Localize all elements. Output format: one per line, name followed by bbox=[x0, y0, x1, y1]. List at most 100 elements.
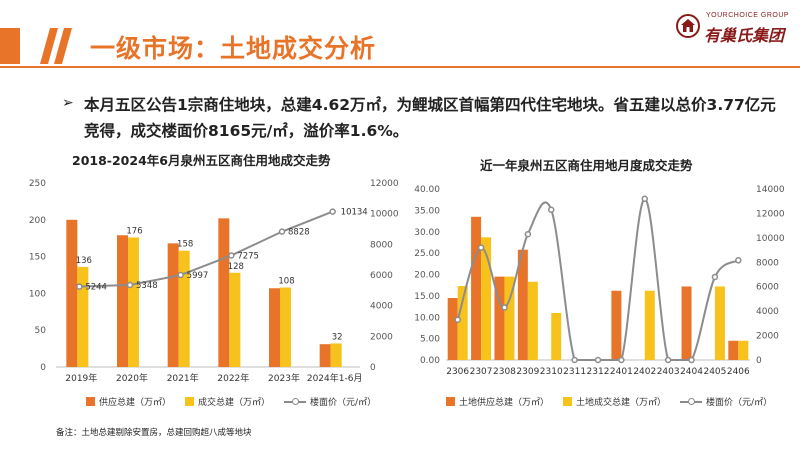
x-tick-label: 2306 bbox=[446, 367, 469, 377]
x-tick-label: 2406 bbox=[727, 367, 750, 377]
y-tick-label: 200 bbox=[29, 216, 46, 226]
bar-deal bbox=[481, 237, 492, 360]
y2-tick-label: 4000 bbox=[756, 307, 779, 317]
annual-chart-legend: 供应总建（万㎡） 成交总建（万㎡） 楼面价（元/㎡） bbox=[86, 395, 390, 408]
price-point bbox=[571, 356, 578, 364]
y-tick-label: 35.00 bbox=[414, 206, 440, 216]
y-tick-label: 50 bbox=[35, 326, 47, 336]
y2-tick-label: 4000 bbox=[370, 302, 393, 312]
bar-deal bbox=[178, 250, 190, 367]
bar-deal bbox=[77, 266, 89, 367]
bar-supply bbox=[681, 286, 692, 360]
x-tick-label: 2402 bbox=[633, 367, 656, 377]
x-tick-label: 2020年 bbox=[116, 372, 148, 384]
x-tick-label: 2310 bbox=[540, 367, 563, 377]
y2-tick-label: 0 bbox=[370, 363, 376, 373]
logo-subtitle: YOURCHOICE GROUP bbox=[706, 12, 790, 19]
y-tick-label: 250 bbox=[29, 179, 46, 189]
bar-supply bbox=[494, 276, 505, 360]
legend-swatch-supply bbox=[446, 397, 455, 406]
chart-title-monthly: 近一年泉州五区商住用地月度成交走势 bbox=[480, 158, 693, 173]
bar-supply bbox=[471, 216, 482, 360]
legend-swatch-supply bbox=[86, 397, 95, 406]
data-label-deal: 32 bbox=[332, 332, 343, 342]
bar-supply bbox=[167, 243, 179, 367]
y2-tick-label: 8000 bbox=[370, 240, 393, 250]
house-emblem-icon bbox=[676, 14, 700, 38]
y-tick-label: 40.00 bbox=[414, 185, 440, 195]
y2-tick-label: 2000 bbox=[370, 332, 393, 342]
y2-tick-label: 10000 bbox=[756, 234, 785, 244]
header-divider bbox=[0, 66, 800, 68]
logo-name: 有巢氏集团 bbox=[704, 26, 785, 45]
y-tick-label: 100 bbox=[29, 289, 46, 299]
bar-deal bbox=[551, 312, 562, 360]
price-point bbox=[228, 252, 235, 259]
y-tick-label: 10.00 bbox=[414, 313, 440, 323]
x-tick-label: 2405 bbox=[703, 367, 726, 377]
legend-label-supply: 供应总建（万㎡） bbox=[99, 398, 172, 408]
price-point bbox=[547, 206, 555, 214]
y2-tick-label: 14000 bbox=[756, 185, 785, 195]
y-tick-label: 5.00 bbox=[420, 335, 440, 345]
y2-tick-label: 10000 bbox=[370, 210, 399, 220]
data-label-deal: 176 bbox=[126, 226, 142, 236]
bar-supply bbox=[218, 218, 230, 367]
x-tick-label: 2022年 bbox=[217, 372, 249, 384]
bar-supply bbox=[117, 235, 128, 367]
y-tick-label: 0 bbox=[40, 363, 46, 373]
y-tick-label: 25.00 bbox=[414, 249, 440, 259]
price-point bbox=[177, 271, 184, 279]
data-label-price: 5244 bbox=[85, 283, 107, 293]
bar-deal bbox=[280, 287, 291, 367]
footnote: 备注：土地总建剔除安置房，总建回购超八成等地块 bbox=[56, 428, 252, 438]
price-point bbox=[594, 356, 602, 364]
data-label-price: 7275 bbox=[237, 251, 259, 261]
y-tick-label: 20.00 bbox=[414, 271, 440, 281]
legend-swatch-deal bbox=[563, 397, 573, 406]
x-tick-label: 2404 bbox=[680, 367, 703, 377]
legend-label-price: 楼面价（元/㎡） bbox=[706, 398, 773, 408]
company-logo: YOURCHOICE GROUP 有巢氏集团 bbox=[676, 8, 794, 45]
price-point bbox=[618, 356, 625, 364]
x-tick-label: 2019年 bbox=[65, 372, 97, 384]
legend-label-deal: 土地成交总建（万㎡） bbox=[576, 398, 667, 408]
price-point bbox=[664, 356, 672, 364]
monthly-chart-legend: 土地供应总建（万㎡） 土地成交总建（万㎡） 楼面价（元/㎡） bbox=[446, 395, 786, 408]
y2-tick-label: 0 bbox=[756, 356, 762, 366]
legend-item-price: 楼面价（元/㎡） bbox=[680, 395, 772, 408]
x-tick-label: 2403 bbox=[657, 367, 680, 377]
y-tick-label: 0.00 bbox=[420, 356, 440, 366]
legend-item-deal: 土地成交总建（万㎡） bbox=[563, 395, 666, 408]
price-point bbox=[501, 304, 508, 311]
price-point bbox=[735, 257, 742, 264]
data-label-price: 5348 bbox=[136, 281, 158, 291]
bar-deal bbox=[229, 272, 241, 367]
price-point bbox=[454, 316, 461, 323]
price-point bbox=[477, 244, 485, 251]
legend-swatch-deal bbox=[185, 397, 195, 406]
chart-title-annual: 2018-2024年6月泉州五区商住用地成交走势 bbox=[72, 153, 331, 168]
bar-deal bbox=[330, 343, 342, 367]
price-point bbox=[524, 230, 532, 238]
price-point bbox=[76, 283, 83, 290]
bar-supply bbox=[611, 290, 622, 360]
page-title: 一级市场：土地成交分析 bbox=[90, 34, 377, 63]
x-tick-label: 2312 bbox=[587, 367, 610, 377]
y2-tick-label: 12000 bbox=[756, 209, 785, 219]
data-label-deal: 128 bbox=[228, 262, 244, 272]
y-tick-label: 150 bbox=[29, 253, 46, 263]
legend-label-deal: 成交总建（万㎡） bbox=[198, 398, 271, 408]
header-accent-bar bbox=[0, 28, 20, 64]
legend-item-price: 楼面价（元/㎡） bbox=[284, 395, 376, 408]
bar-supply bbox=[66, 219, 78, 367]
legend-line-price bbox=[680, 397, 703, 406]
legend-item-supply: 供应总建（万㎡） bbox=[86, 395, 171, 408]
x-tick-label: 2401 bbox=[610, 367, 633, 377]
bar-deal bbox=[504, 276, 515, 360]
x-tick-label: 2021年 bbox=[167, 372, 199, 384]
legend-item-deal: 成交总建（万㎡） bbox=[185, 395, 270, 408]
bar-deal bbox=[644, 290, 655, 360]
price-point bbox=[711, 273, 719, 281]
